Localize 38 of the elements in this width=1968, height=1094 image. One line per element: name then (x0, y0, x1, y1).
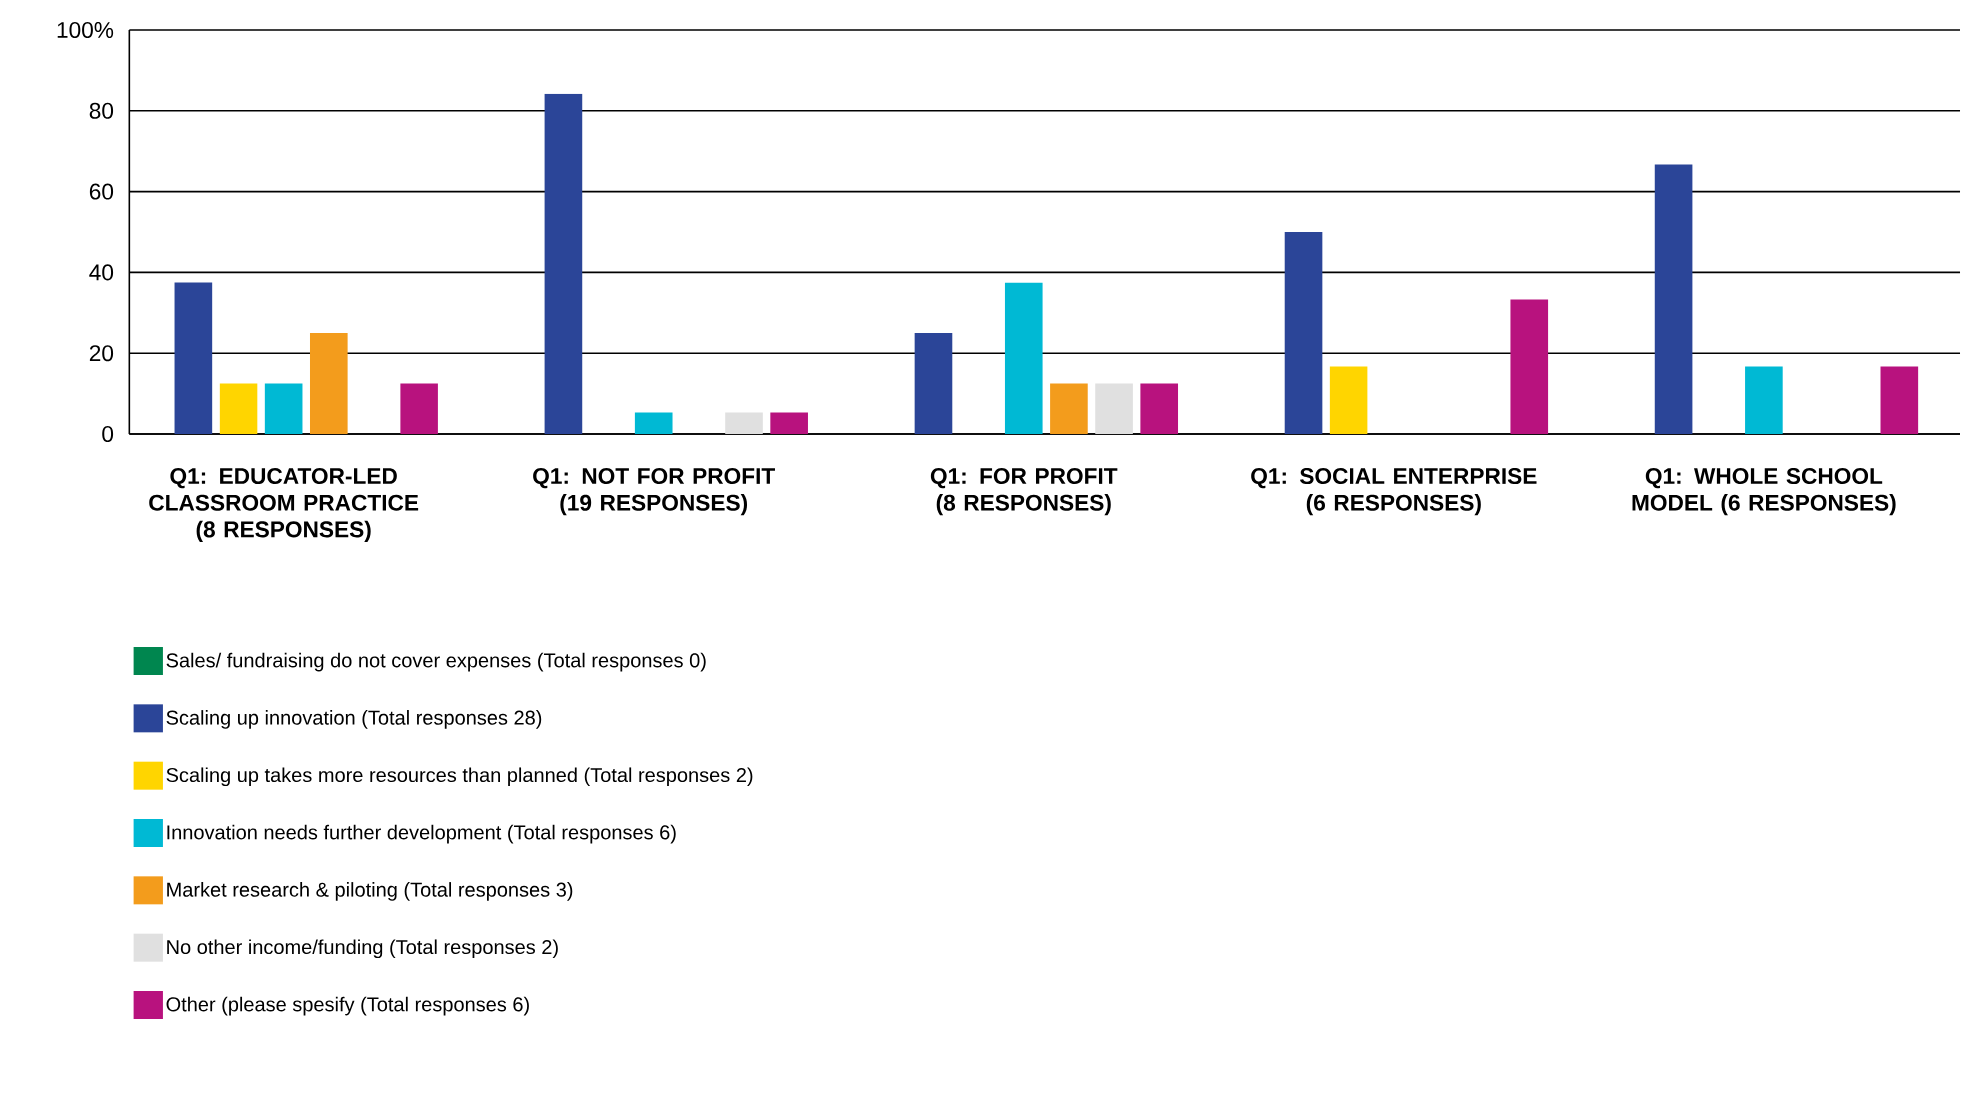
bar (174, 282, 213, 434)
bar (634, 412, 673, 434)
y-tick-label: 80 (89, 102, 114, 119)
bar (1510, 299, 1549, 434)
legend-label: Market research & piloting (Total responses 3) (167, 882, 573, 901)
x-tick-label: Q1: EDUCATOR-LED CLASSROOM PRACTICE (8 RESPONSES) (149, 468, 419, 542)
bar (1880, 366, 1919, 434)
bar (914, 332, 953, 434)
bar (1329, 366, 1368, 434)
y-tick-label: 20 (89, 345, 114, 362)
y-tick-label: 100% (57, 21, 114, 39)
legend-label: Innovation needs further development (Total responses 6) (167, 824, 676, 844)
bar (309, 332, 348, 434)
x-tick-label: Q1: WHOLE SCHOOL MODEL (6 RESPONSES) (1632, 468, 1896, 516)
bar (770, 412, 808, 434)
legend-label: No other income/funding (Total responses 2) (167, 939, 558, 959)
bar (544, 93, 583, 434)
bar (264, 383, 303, 434)
legend-label: Other (please spesify (Total responses 6) (166, 996, 529, 1016)
bar (400, 383, 438, 434)
legend-label: Scaling up takes more resources than planned (Total responses 2) (166, 767, 753, 787)
bar (1095, 383, 1133, 434)
bar (725, 412, 763, 434)
x-tick-label: Q1: NOT FOR PROFIT (19 RESPONSES) (533, 468, 775, 516)
legend-label: Scaling up innovation (Total responses 28) (166, 710, 542, 729)
y-tick-label: 40 (89, 264, 114, 281)
bar (1654, 164, 1693, 434)
bar (219, 383, 258, 434)
bar (1745, 366, 1783, 434)
legend-label: Sales/ fundraising do not cover expenses (Total responses 0) (166, 652, 706, 672)
bar (1284, 231, 1323, 434)
x-tick-label: Q1: FOR PROFIT (8 RESPONSES) (930, 468, 1118, 516)
bar (1140, 383, 1179, 434)
x-tick-label: Q1: SOCIAL ENTERPRISE (6 RESPONSES) (1251, 468, 1537, 516)
y-tick-label: 60 (89, 183, 114, 200)
bar (1004, 282, 1043, 434)
y-tick-label: 0 (102, 425, 114, 443)
bar (1050, 383, 1088, 434)
